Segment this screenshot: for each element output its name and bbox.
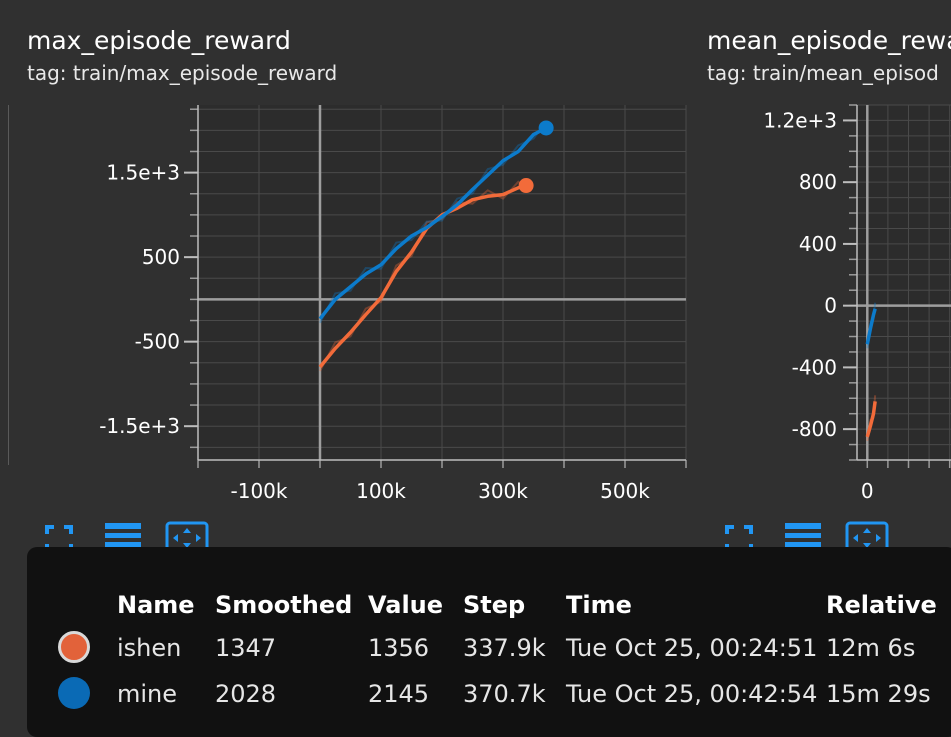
row-step: 337.9k xyxy=(463,634,546,662)
series-line-ishen xyxy=(865,401,877,438)
x-tick-label: 0 xyxy=(861,479,874,503)
y-tick-label: 800 xyxy=(799,170,837,194)
chart-title: max_episode_reward xyxy=(27,26,291,55)
row-name: ishen xyxy=(117,634,182,662)
y-tick-label: 1.5e+3 xyxy=(106,161,180,185)
y-tick-label: -400 xyxy=(792,355,837,379)
fullscreen-icon[interactable] xyxy=(724,524,754,554)
chart-title: mean_episode_rewa xyxy=(707,26,951,55)
row-name: mine xyxy=(117,680,178,708)
row-value: 2145 xyxy=(368,680,430,708)
chart-card-mean-episode-reward: mean_episode_rewa tag: train/mean_episod… xyxy=(700,0,951,723)
x-tick-label: 300k xyxy=(478,479,528,503)
series-endpoint-mine xyxy=(538,120,554,136)
series-line-mine xyxy=(865,308,877,345)
row-time: Tue Oct 25, 00:24:51 xyxy=(566,634,818,662)
hover-tooltip-table: Name Smoothed Value Step Time Relative i… xyxy=(27,547,951,737)
header-step: Step xyxy=(463,591,526,619)
chart-tag: tag: train/max_episode_reward xyxy=(27,61,338,85)
y-tick-label: 400 xyxy=(799,232,837,256)
y-tick-label: -1.5e+3 xyxy=(99,414,180,438)
clipped-chart-edge xyxy=(0,105,9,465)
header-name: Name xyxy=(117,591,195,619)
chart-card-max-episode-reward: max_episode_reward tag: train/max_episod… xyxy=(0,0,700,555)
y-tick-label: 500 xyxy=(142,245,180,269)
row-smoothed: 1347 xyxy=(215,634,277,662)
fullscreen-icon[interactable] xyxy=(44,524,74,554)
y-tick-label: -500 xyxy=(135,330,180,354)
run-color-swatch xyxy=(58,677,90,709)
chart-tag: tag: train/mean_episod xyxy=(707,61,939,85)
header-value: Value xyxy=(368,591,444,619)
row-relative: 15m 29s xyxy=(826,680,931,708)
x-tick-label: 100k xyxy=(356,479,406,503)
y-tick-label: -800 xyxy=(792,417,837,441)
row-value: 1356 xyxy=(368,634,430,662)
series-line-mine xyxy=(318,126,547,320)
y-tick-label: 1.2e+3 xyxy=(763,108,837,132)
line-chart-mean-episode-reward[interactable]: 1.2e+3 800 400 0 -400 -800 0 xyxy=(700,0,951,510)
header-time: Time xyxy=(566,591,632,619)
y-tick-label: 0 xyxy=(824,294,837,318)
plot-background xyxy=(857,105,951,460)
header-smoothed: Smoothed xyxy=(215,591,353,619)
row-relative: 12m 6s xyxy=(826,634,916,662)
x-tick-label: -100k xyxy=(231,479,288,503)
row-smoothed: 2028 xyxy=(215,680,277,708)
header-relative: Relative xyxy=(826,591,937,619)
run-color-swatch xyxy=(58,631,90,663)
series-endpoint-ishen xyxy=(518,178,534,194)
row-step: 370.7k xyxy=(463,680,546,708)
line-chart-max-episode-reward[interactable]: 1.5e+3 500 -500 -1.5e+3 -100k 100k 300k 500k xyxy=(0,0,700,510)
x-tick-label: 500k xyxy=(600,479,650,503)
row-time: Tue Oct 25, 00:42:54 xyxy=(566,680,818,708)
